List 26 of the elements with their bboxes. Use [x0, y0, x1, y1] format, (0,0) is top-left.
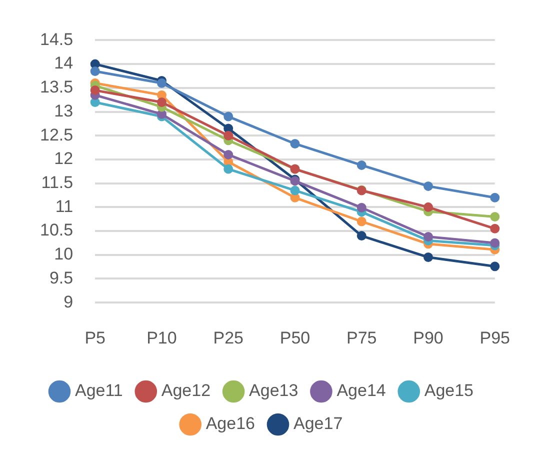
y-tick-label: 11: [55, 196, 74, 216]
legend-label: Age16: [206, 414, 256, 434]
x-tick-label: P25: [213, 328, 244, 348]
legend-label: Age11: [74, 381, 123, 400]
y-tick-label: 10: [54, 244, 74, 264]
x-tick-label: P75: [346, 328, 377, 348]
y-tick-label: 9: [64, 292, 74, 312]
y-tick-label: 12: [54, 149, 74, 168]
x-tick-label: P95: [480, 328, 510, 348]
legend-label: Age14: [336, 381, 386, 400]
x-tick-label: P90: [413, 328, 444, 348]
y-tick-label: 14.5: [40, 30, 74, 49]
x-tick-label: P50: [280, 328, 310, 348]
legend-label: Age15: [424, 381, 474, 400]
legend-label: Age17: [294, 414, 343, 434]
x-tick-label: P5: [84, 328, 106, 348]
y-tick-label: 13.5: [40, 78, 74, 97]
x-tick-label: P10: [146, 328, 177, 348]
legend-label: Age13: [249, 381, 298, 400]
y-tick-label: 9.5: [49, 268, 74, 288]
y-tick-label: 11.5: [41, 173, 74, 192]
y-tick-label: 14: [54, 54, 74, 73]
legend-label: Age12: [161, 381, 211, 400]
y-tick-label: 10.5: [40, 220, 74, 240]
y-tick-label: 12.5: [40, 125, 74, 144]
y-tick-label: 13: [54, 101, 74, 120]
